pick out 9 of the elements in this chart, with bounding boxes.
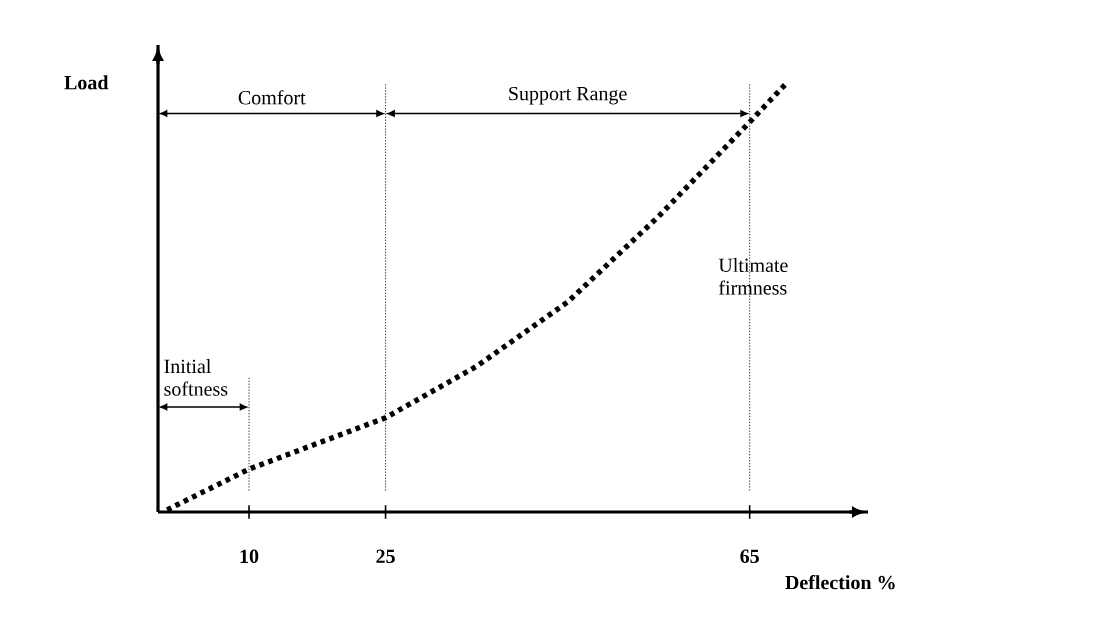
x-tick-label: 25	[376, 549, 395, 564]
annotation: Initial softness	[164, 359, 228, 396]
annotation: Ultimate firmness	[718, 257, 788, 295]
annotation: Support Range	[509, 86, 627, 105]
x-tick-label: 10	[240, 549, 259, 564]
annotation: Comfort	[238, 90, 306, 105]
x-axis-title: Deflection %	[785, 574, 895, 590]
x-tick-label: 65	[740, 549, 759, 564]
y-axis-title: Load	[64, 75, 109, 90]
